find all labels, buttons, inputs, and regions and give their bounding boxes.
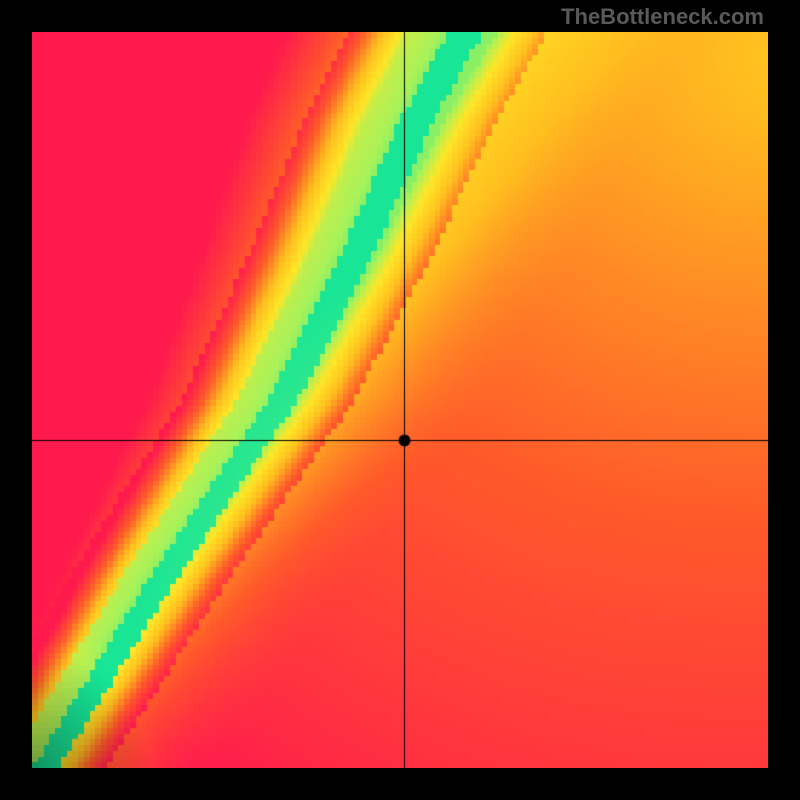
- chart-container: TheBottleneck.com: [0, 0, 800, 800]
- bottleneck-heatmap: [32, 32, 768, 768]
- watermark-text: TheBottleneck.com: [561, 4, 764, 30]
